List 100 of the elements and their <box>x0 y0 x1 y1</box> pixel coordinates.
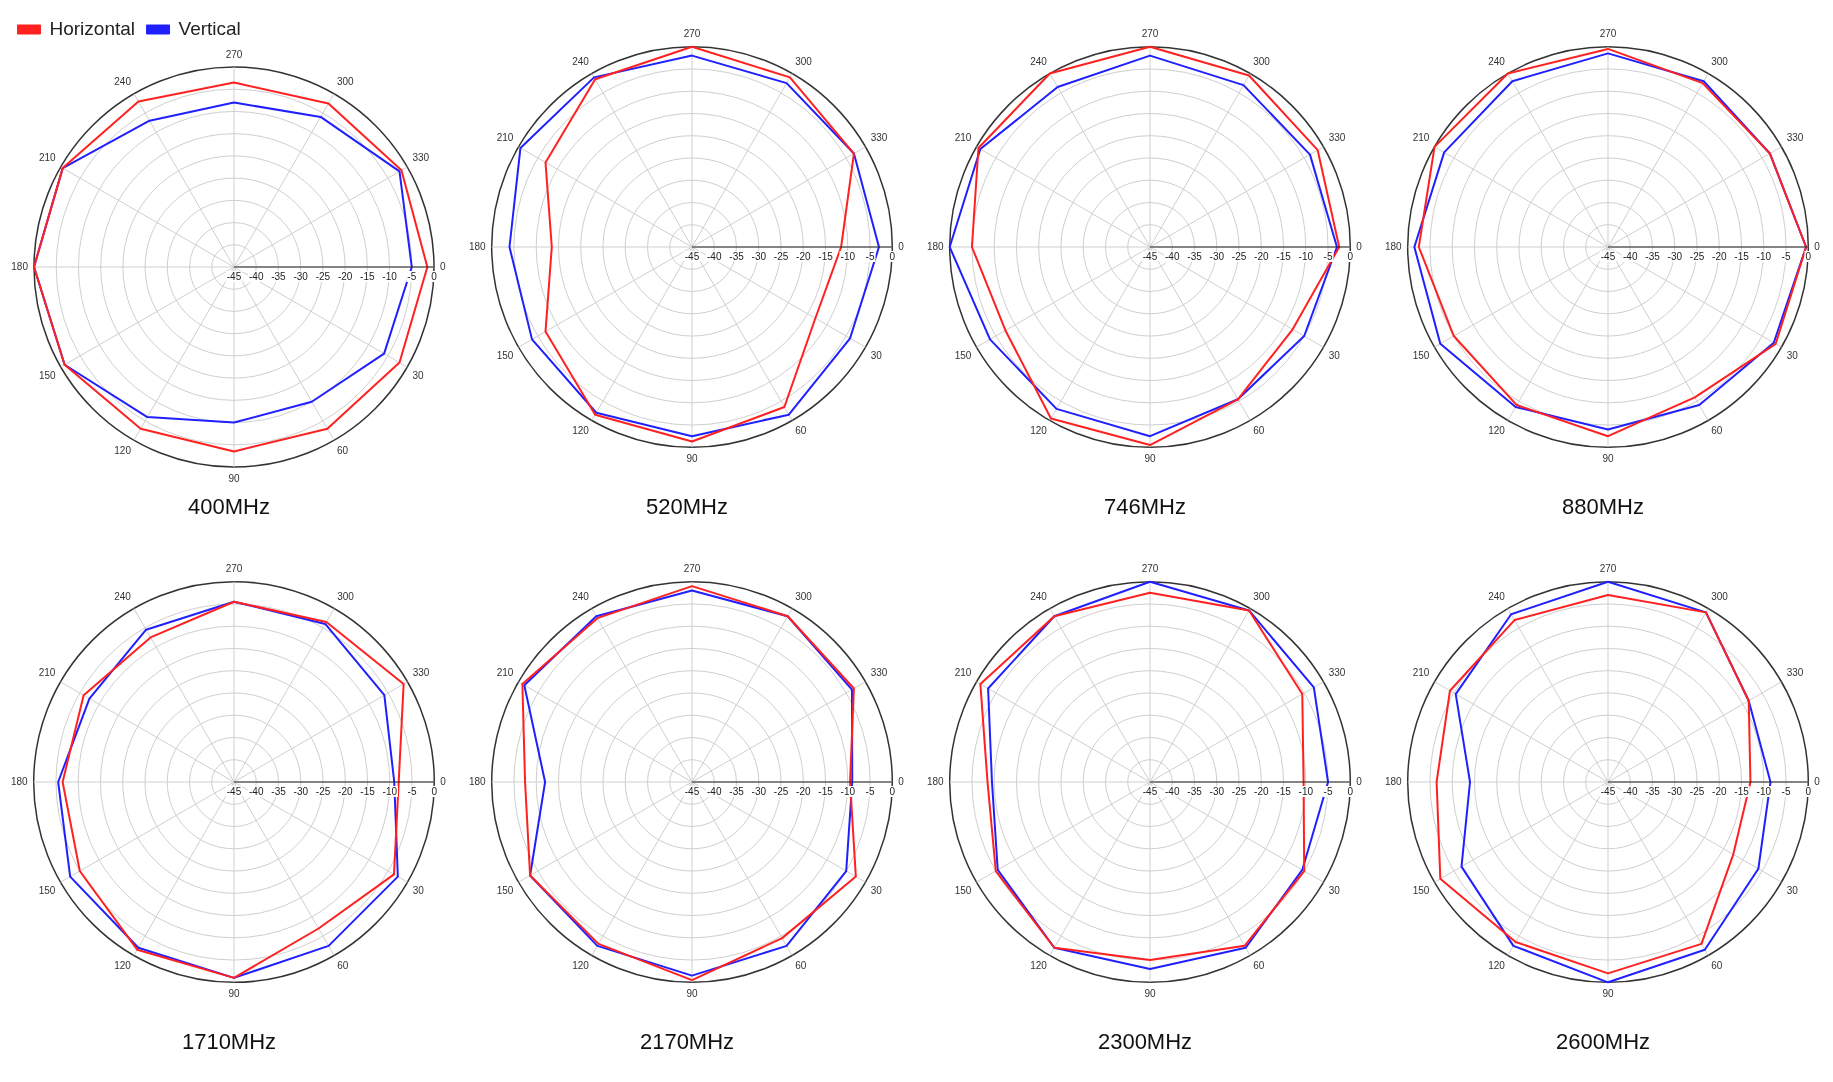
spoke-label: 270 <box>1141 563 1159 575</box>
y-tick-label: -45 <box>1142 250 1158 262</box>
y-tick-label: -10 <box>1298 785 1314 797</box>
spoke-label: 150 <box>1412 884 1430 896</box>
y-tick-label: -20 <box>796 250 811 262</box>
spoke-label: 240 <box>1488 56 1506 68</box>
spoke-label: 240 <box>572 56 590 68</box>
spoke-label: 240 <box>114 76 132 88</box>
spoke-label: 0 <box>1347 250 1354 262</box>
text: 880MHz <box>1562 493 1644 519</box>
spoke-label: 150 <box>38 884 56 896</box>
spoke-label: 150 <box>496 884 514 896</box>
spoke-label: 120 <box>114 960 132 972</box>
y-tick-label: -35 <box>271 270 287 282</box>
y-tick-label: -5 <box>1781 785 1791 797</box>
y-tick-label: -25 <box>1689 250 1705 262</box>
spoke-label: 210 <box>1412 131 1430 143</box>
y-tick-label: -45 <box>1142 785 1158 797</box>
spoke-label: 330 <box>1786 131 1804 143</box>
spoke-label: 210 <box>1412 666 1430 678</box>
y-tick-label: -40 <box>707 250 722 262</box>
spoke-label: 300 <box>795 591 813 603</box>
y-tick-label: -45 <box>1600 250 1616 262</box>
y-tick-label: -20 <box>338 785 353 797</box>
spoke-label: 180 <box>1385 240 1403 252</box>
spoke-label: 240 <box>572 591 590 603</box>
y-tick-label: -15 <box>1276 250 1292 262</box>
y-tick-label: -5 <box>1323 250 1333 262</box>
y-tick-label: -30 <box>293 270 309 282</box>
spoke-label: 90 <box>1144 453 1156 465</box>
y-tick-label: -20 <box>337 270 353 282</box>
y-tick-label: -10 <box>1756 785 1772 797</box>
spoke-label: 270 <box>683 563 701 575</box>
spoke-label: 180 <box>469 775 487 787</box>
y-tick-label: -30 <box>1209 250 1225 262</box>
text: 746MHz <box>1104 493 1186 519</box>
y-tick-label: -40 <box>249 270 264 282</box>
spoke-label: 30 <box>1786 349 1799 361</box>
y-tick-label: -40 <box>1165 250 1180 262</box>
y-tick-label: -5 <box>865 785 875 797</box>
y-tick-label: -15 <box>1734 785 1750 797</box>
y-tick-label: -20 <box>1712 785 1727 797</box>
y-tick-label: -35 <box>729 785 745 797</box>
spoke-label: 30 <box>870 349 883 361</box>
spoke-label: 180 <box>11 775 29 787</box>
y-tick-label: -35 <box>729 250 745 262</box>
spoke-label: 240 <box>1030 591 1048 603</box>
spoke-label: 90 <box>1144 988 1156 1000</box>
spoke-label: 180 <box>1385 775 1403 787</box>
text: 520MHz <box>646 493 728 519</box>
y-tick-label: -25 <box>315 785 331 797</box>
y-tick-label: -5 <box>865 250 875 262</box>
y-tick-label: -10 <box>840 785 856 797</box>
y-tick-label: -30 <box>293 785 309 797</box>
spoke-label: 120 <box>1030 960 1048 972</box>
y-tick-label: -10 <box>1756 250 1772 262</box>
y-tick-label: -40 <box>249 785 264 797</box>
spoke-label: 300 <box>337 591 355 603</box>
spoke-label: 300 <box>1253 56 1271 68</box>
y-tick-label: -30 <box>1667 250 1683 262</box>
spoke-label: 300 <box>1711 56 1729 68</box>
spoke-label: 180 <box>927 775 945 787</box>
y-tick-label: -10 <box>382 270 398 282</box>
spoke-label: 180 <box>11 260 29 272</box>
spoke-label: 210 <box>496 131 514 143</box>
legend-label: Horizontal <box>49 17 136 39</box>
spoke-label: 60 <box>795 960 807 972</box>
spoke-label: 30 <box>1328 884 1341 896</box>
y-tick-label: -35 <box>1187 785 1203 797</box>
spoke-label: 90 <box>228 988 240 1000</box>
spoke-label: 210 <box>954 131 972 143</box>
spoke-label: 90 <box>686 988 698 1000</box>
y-tick-label: -20 <box>796 785 811 797</box>
y-tick-label: -25 <box>773 250 789 262</box>
y-tick-label: -25 <box>773 785 789 797</box>
spoke-label: 90 <box>1602 988 1614 1000</box>
spoke-label: 330 <box>1328 131 1346 143</box>
spoke-label: 330 <box>412 666 430 678</box>
spoke-label: 0 <box>1805 250 1812 262</box>
spoke-label: 0 <box>889 785 896 797</box>
spoke-label: 60 <box>1711 425 1723 437</box>
spoke-label: 210 <box>38 666 56 678</box>
y-tick-label: -45 <box>684 785 700 797</box>
text: 2170MHz <box>639 1028 735 1054</box>
y-tick-label: -15 <box>818 785 834 797</box>
text: 1710MHz <box>181 1028 277 1054</box>
y-tick-label: -35 <box>1187 250 1203 262</box>
spoke-label: 210 <box>38 151 57 163</box>
spoke-label: 300 <box>1711 591 1729 603</box>
spoke-label: 120 <box>572 425 590 437</box>
y-tick-label: -30 <box>751 785 767 797</box>
spoke-label: 60 <box>1711 960 1723 972</box>
y-tick-label: -30 <box>1667 785 1683 797</box>
spoke-label: 270 <box>683 28 701 40</box>
y-tick-label: -25 <box>1231 250 1247 262</box>
spoke-label: 0 <box>431 270 438 282</box>
y-tick-label: -35 <box>271 785 287 797</box>
spoke-label: 120 <box>1488 960 1506 972</box>
spoke-label: 30 <box>1328 349 1341 361</box>
y-tick-label: -5 <box>1323 785 1333 797</box>
